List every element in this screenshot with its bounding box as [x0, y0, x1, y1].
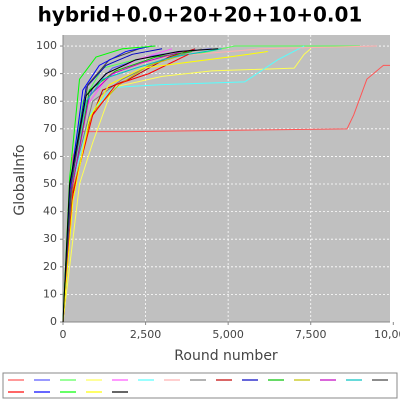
y-tick-label: 40: [43, 205, 57, 218]
series-line: [62, 53, 189, 323]
series-line: [62, 48, 140, 323]
x-tick-label: 2,500: [130, 328, 162, 341]
y-tick-label: 50: [43, 177, 57, 190]
y-tick-label: 90: [43, 67, 57, 80]
y-tick-label: 30: [43, 232, 57, 245]
y-tick-label: 80: [43, 94, 57, 107]
x-axis-label: Round number: [174, 348, 278, 364]
chart-title: hybrid+0.0+20+20+10+0.01: [38, 3, 363, 27]
series-line: [62, 48, 312, 323]
series-line: [62, 45, 305, 323]
series-line: [62, 48, 219, 323]
y-tick-label: 100: [36, 39, 57, 52]
y-tick-label: 20: [43, 260, 57, 273]
plot-area: [63, 35, 390, 322]
x-tick-label: 5,000: [212, 328, 244, 341]
y-axis-label: GlobalInfo: [12, 144, 28, 215]
x-tick-label: 0: [60, 328, 67, 341]
y-tick-label: 0: [50, 315, 57, 328]
y-tick-label: 60: [43, 149, 57, 162]
y-tick-label: 70: [43, 122, 57, 135]
legend-box: [2, 372, 398, 399]
y-tick-label: 10: [43, 287, 57, 300]
series-line: [62, 51, 268, 323]
x-tick-label: 7,500: [295, 328, 327, 341]
x-tick-label: 10,000: [374, 328, 400, 341]
